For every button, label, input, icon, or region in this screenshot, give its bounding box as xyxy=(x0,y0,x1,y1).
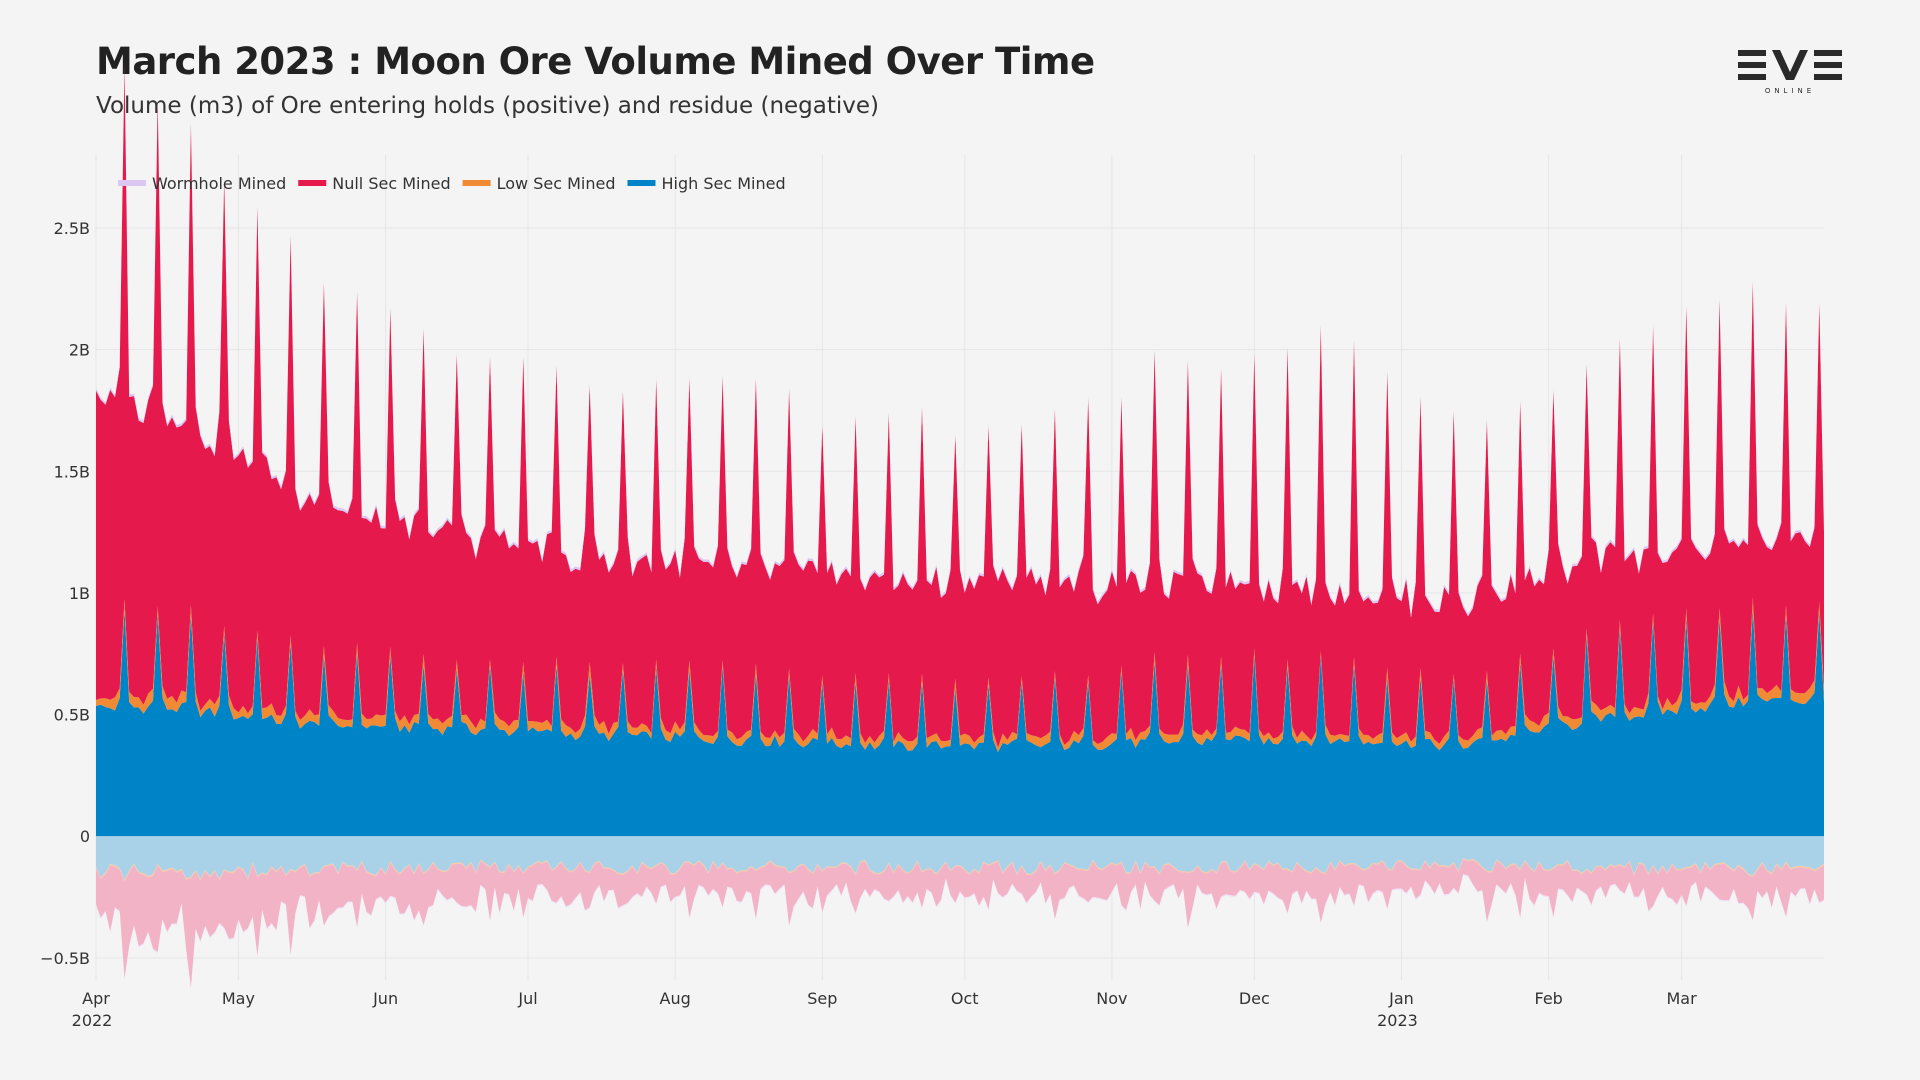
y-tick-label: 1B xyxy=(69,584,90,603)
x-tick-label: Aug xyxy=(660,989,691,1008)
y-tick-label: 0 xyxy=(80,827,90,846)
legend-label-null-sec-mined: Null Sec Mined xyxy=(332,174,450,193)
legend-label-wormhole-mined: Wormhole Mined xyxy=(152,174,286,193)
area-high-sec-residue xyxy=(96,836,1824,880)
y-tick-label: 2B xyxy=(69,341,90,360)
x-tick-year: 2022 xyxy=(72,1011,113,1030)
x-tick-label: Feb xyxy=(1534,989,1562,1008)
x-tick-label: Apr xyxy=(82,989,110,1008)
x-tick-label: Jan xyxy=(1388,989,1414,1008)
legend-swatch-high-sec-mined xyxy=(627,180,656,186)
legend-swatch-null-sec-mined xyxy=(298,180,327,186)
x-tick-label: Oct xyxy=(951,989,979,1008)
x-tick-year: 2023 xyxy=(1377,1011,1418,1030)
legend-swatch-low-sec-mined xyxy=(462,180,491,186)
y-tick-label: 1.5B xyxy=(54,462,90,481)
area-null-sec-residue xyxy=(96,859,1824,988)
chart-legend: Wormhole Mined Null Sec Mined Low Sec Mine… xyxy=(118,174,786,193)
x-tick-label: Dec xyxy=(1239,989,1270,1008)
y-tick-label: 2.5B xyxy=(54,219,90,238)
x-tick-label: Mar xyxy=(1666,989,1697,1008)
x-tick-label: Nov xyxy=(1096,989,1127,1008)
chart-title: March 2023 : Moon Ore Volume Mined Over … xyxy=(96,40,1095,83)
x-tick-label: May xyxy=(222,989,255,1008)
y-tick-label: 0.5B xyxy=(54,706,90,725)
legend-label-low-sec-mined: Low Sec Mined xyxy=(497,174,616,193)
logo-subtext: ONLINE xyxy=(1765,87,1815,95)
y-tick-label: −0.5B xyxy=(40,949,90,968)
legend-label-high-sec-mined: High Sec Mined xyxy=(661,174,785,193)
chart-subtitle: Volume (m3) of Ore entering holds (posit… xyxy=(96,93,880,119)
x-tick-label: Jun xyxy=(372,989,398,1008)
x-tick-label: Sep xyxy=(807,989,837,1008)
area-null-sec-mined xyxy=(96,66,1824,748)
x-tick-label: Jul xyxy=(517,989,537,1008)
eve-online-logo: ONLINE xyxy=(1738,50,1842,95)
legend-swatch-wormhole-mined xyxy=(118,180,146,186)
area-high-sec-mined xyxy=(96,609,1824,837)
chart-areas xyxy=(96,64,1824,989)
chart-axes: 2.5B 2B 1.5B 1B 0.5B 0 −0.5B Apr 2022 May Jun Jul Au… xyxy=(40,219,1697,1030)
